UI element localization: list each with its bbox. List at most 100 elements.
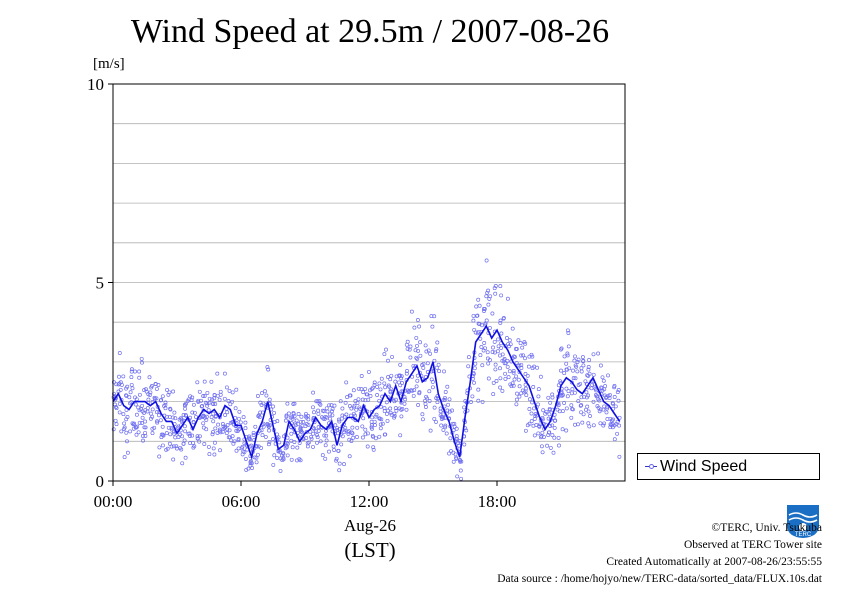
scatter-point [415, 373, 420, 378]
scatter-point [122, 455, 127, 460]
scatter-point [454, 456, 459, 461]
scatter-point [613, 404, 618, 409]
scatter-point [343, 400, 348, 405]
scatter-point [225, 410, 230, 415]
scatter-point [558, 379, 563, 384]
scatter-point [479, 345, 484, 349]
scatter-point [402, 395, 407, 400]
scatter-point [536, 402, 540, 407]
scatter-point [573, 376, 578, 381]
scatter-point [148, 411, 153, 416]
scatter-point [339, 442, 344, 447]
scatter-point [511, 369, 516, 373]
scatter-point [331, 444, 336, 449]
scatter-point [423, 401, 428, 406]
scatter-point [447, 451, 452, 456]
scatter-point [511, 354, 516, 359]
scatter-point [166, 392, 171, 397]
scatter-point [557, 443, 561, 448]
scatter-point [485, 290, 490, 295]
scatter-point [132, 421, 137, 426]
scatter-point [612, 384, 617, 388]
scatter-point [230, 434, 235, 439]
scatter-point [254, 455, 259, 460]
scatter-point [491, 380, 496, 385]
scatter-point [117, 410, 122, 415]
scatter-point [169, 427, 174, 432]
scatter-point [417, 324, 422, 329]
scatter-point [432, 416, 437, 421]
y-tick-label: 5 [96, 274, 105, 293]
scatter-point [361, 390, 366, 395]
scatter-point [114, 422, 119, 427]
scatter-point [352, 405, 356, 410]
scatter-point [286, 411, 291, 416]
scatter-point [480, 363, 485, 368]
scatter-point [275, 419, 280, 424]
scatter-point [212, 440, 217, 445]
scatter-point [384, 347, 388, 352]
scatter-point [147, 375, 152, 380]
scatter-point [328, 412, 332, 417]
scatter-point [483, 346, 488, 351]
scatter-point [399, 407, 404, 412]
scatter-point [540, 430, 545, 435]
scatter-point [583, 407, 588, 412]
scatter-point [263, 389, 267, 394]
scatter-point [246, 466, 251, 471]
scatter-point [581, 359, 586, 364]
scatter-point [236, 427, 241, 432]
scatter-point [552, 435, 557, 440]
scatter-point [523, 428, 528, 433]
scatter-point [511, 383, 516, 388]
scatter-point [249, 461, 254, 466]
scatter-point [266, 367, 271, 372]
scatter-point [447, 397, 452, 402]
scatter-point [514, 397, 519, 402]
scatter-point [396, 380, 401, 385]
scatter-point [370, 433, 375, 438]
scatter-point [529, 352, 534, 357]
scatter-point [598, 421, 603, 426]
scatter-point [133, 395, 137, 400]
scatter-point [540, 450, 545, 455]
scatter-point [490, 350, 495, 354]
scatter-point [546, 416, 551, 421]
scatter-point [205, 390, 210, 395]
scatter-point [495, 349, 500, 354]
scatter-point [545, 443, 550, 448]
axis-ticks: 00:00 06:00 12:00 18:00 0 5 10 [87, 75, 516, 511]
scatter-point [335, 426, 340, 431]
scatter-point [443, 390, 448, 394]
scatter-point [602, 421, 607, 426]
scatter-point [207, 452, 212, 457]
scatter-point [486, 376, 491, 381]
scatter-point [527, 421, 532, 426]
scatter-point [612, 437, 617, 442]
scatter-point [439, 423, 444, 428]
scatter-point [364, 392, 369, 397]
scatter-point [129, 367, 134, 372]
scatter-point [493, 284, 498, 288]
scatter-point [532, 416, 537, 421]
scatter-point [322, 433, 327, 438]
scatter-point [190, 410, 195, 415]
scatter-point [213, 426, 218, 431]
scatter-point [197, 389, 202, 394]
scatter-point [197, 434, 202, 439]
scatter-point [562, 354, 567, 359]
scatter-point [276, 435, 281, 440]
scatter-point [540, 415, 545, 420]
scatter-point [323, 456, 328, 461]
scatter-point [217, 427, 222, 432]
scatter-point [230, 390, 235, 395]
scatter-point [272, 419, 277, 424]
scatter-point [575, 360, 580, 364]
scatter-point [140, 360, 144, 365]
scatter-point [218, 392, 223, 397]
scatter-point [129, 382, 134, 387]
legend-swatch [645, 464, 657, 469]
scatter-point [426, 348, 431, 353]
scatter-point [306, 440, 311, 445]
scatter-point [323, 443, 328, 448]
